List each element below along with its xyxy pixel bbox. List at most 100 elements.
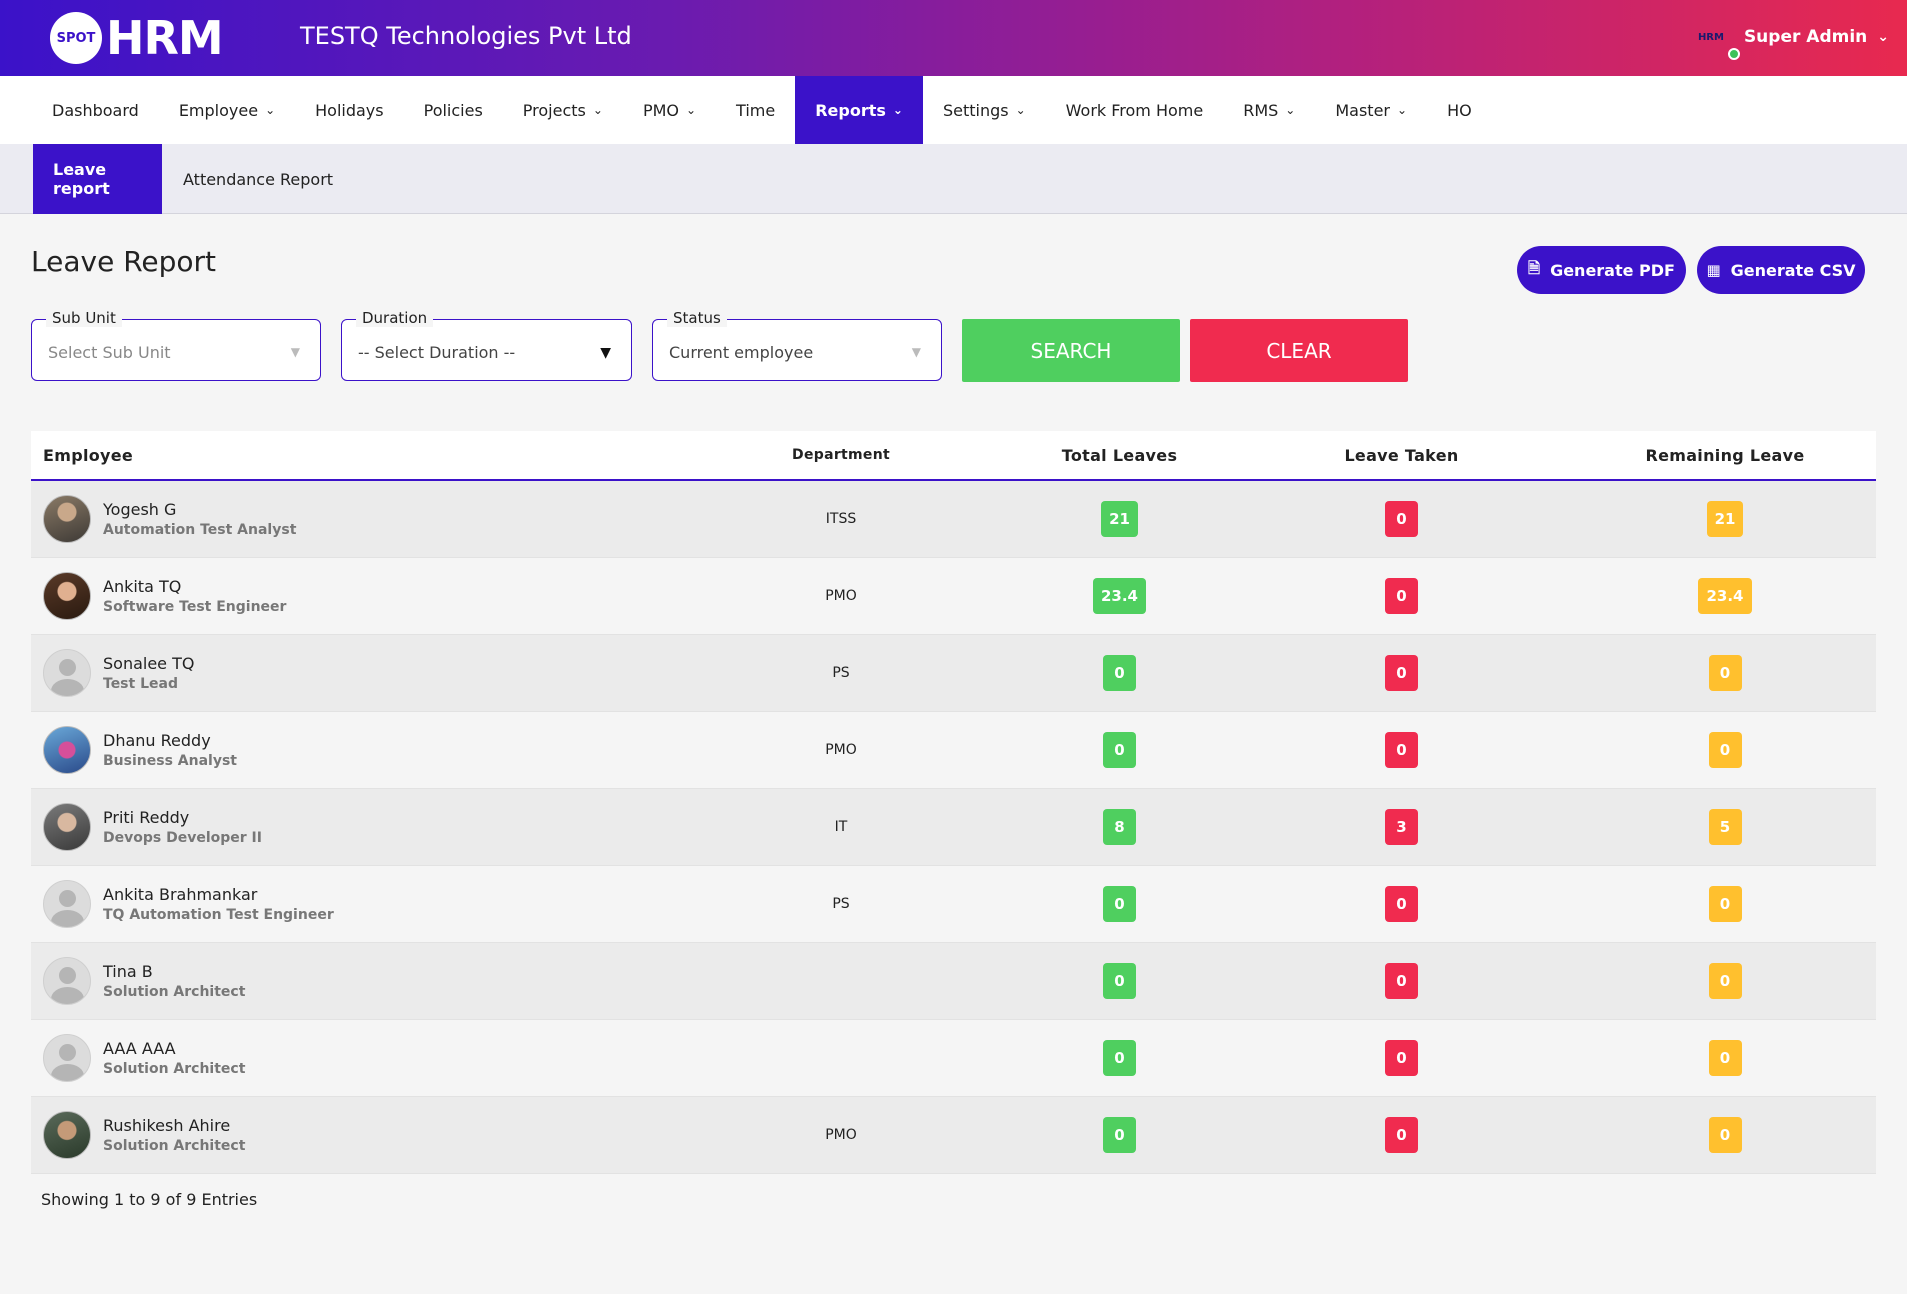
department-cell: PS [832,896,850,912]
department-cell: PMO [825,1127,857,1143]
search-button[interactable]: SEARCH [962,319,1180,382]
logo-badge: SPOT [50,12,102,64]
employee-name: Tina B [103,962,153,981]
nav-item-employee[interactable]: Employee ⌄ [159,76,295,144]
chevron-down-icon: ⌄ [1285,103,1296,117]
remaining-cell: 5 [1575,809,1875,845]
employee-role: TQ Automation Test Engineer [103,907,334,923]
generate-pdf-label: Generate PDF [1550,260,1675,280]
nav-item-rms[interactable]: RMS ⌄ [1223,76,1315,144]
status-value: Current employee [669,343,814,362]
nav-item-policies[interactable]: Policies [404,76,503,144]
table-row[interactable]: AAA AAA Solution Architect 0 0 0 [31,1020,1876,1097]
employee-name: Sonalee TQ [103,654,195,673]
user-name: Super Admin [1743,27,1868,47]
company-name: TESTQ Technologies Pvt Ltd [300,22,632,50]
leave-taken-badge: 0 [1385,578,1418,614]
employee-role: Solution Architect [103,984,246,1000]
nav-item-label: Time [736,100,776,120]
chevron-down-icon: ⌄ [892,103,903,117]
clear-button[interactable]: CLEAR [1190,319,1408,382]
remaining-leave-badge: 0 [1708,1117,1742,1153]
nav-item-ho[interactable]: HO [1427,76,1492,144]
pdf-icon: 🗎 [1528,258,1541,277]
leave-taken-badge: 0 [1385,1117,1418,1153]
employee-info: Sonalee TQ Test Lead [103,654,194,692]
department-cell: IT [834,819,848,835]
remaining-leave-badge: 21 [1706,501,1744,537]
remaining-cell: 0 [1575,732,1875,768]
top-header: SPOT HRM TESTQ Technologies Pvt Ltd HRM … [0,0,1907,76]
employee-cell: AAA AAA Solution Architect [31,1034,671,1082]
nav-item-label: PMO [642,100,679,120]
tab-attendance-report[interactable]: Attendance Report [183,169,334,189]
leave-taken-badge: 0 [1385,501,1418,537]
generate-pdf-button[interactable]: 🗎 Generate PDF [1517,246,1686,294]
avatar [43,726,91,774]
page-title: Leave Report [31,245,217,278]
nav-item-work-from-home[interactable]: Work From Home [1046,76,1224,144]
total-cell: 0 [1011,963,1228,999]
employee-role: Software Test Engineer [103,599,287,615]
remaining-cell: 0 [1575,1117,1875,1153]
nav-item-time[interactable]: Time [716,76,795,144]
status-select[interactable]: Status Current employee ▼ [652,309,942,381]
user-menu[interactable]: HRM Super Admin ⌄ [1698,26,1889,60]
total-cell: 0 [1011,1117,1228,1153]
remaining-leave-badge: 0 [1708,886,1742,922]
table-row[interactable]: Tina B Solution Architect 0 0 0 [31,943,1876,1020]
table-row[interactable]: Sonalee TQ Test Lead PS 0 0 0 [31,635,1876,712]
remaining-cell: 0 [1575,1040,1875,1076]
employee-info: Priti Reddy Devops Developer II [103,808,262,846]
total-cell: 8 [1011,809,1228,845]
leave-taken-badge: 0 [1385,732,1418,768]
col-total-leaves[interactable]: Total Leaves [1061,445,1178,465]
employee-name: Rushikesh Ahire [103,1116,231,1135]
employee-name: Ankita Brahmankar [103,885,258,904]
table-body: Yogesh G Automation Test Analyst ITSS 21 0 21… [31,481,1876,1174]
duration-select[interactable]: Duration -- Select Duration -- ▼ [341,309,632,381]
logo-text: HRM [106,11,224,65]
table-row[interactable]: Rushikesh Ahire Solution Architect PMO 0 0 0 [31,1097,1876,1174]
avatar [43,495,91,543]
table-row[interactable]: Ankita TQ Software Test Engineer PMO 23.4 0 2… [31,558,1876,635]
nav-item-reports[interactable]: Reports ⌄ [795,76,923,144]
leave-taken-badge: 3 [1385,809,1418,845]
total-leaves-badge: 0 [1103,655,1136,691]
employee-cell: Yogesh G Automation Test Analyst [31,495,671,543]
sub-unit-select[interactable]: Sub Unit Select Sub Unit ▼ [31,309,321,381]
col-employee[interactable]: Employee [43,445,134,465]
chevron-down-icon: ⌄ [265,103,276,117]
nav-item-dashboard[interactable]: Dashboard [32,76,159,144]
remaining-cell: 0 [1575,655,1875,691]
total-leaves-badge: 0 [1103,1040,1136,1076]
employee-info: Tina B Solution Architect [103,962,245,1000]
col-leave-taken[interactable]: Leave Taken [1344,445,1459,465]
table-row[interactable]: Dhanu Reddy Business Analyst PMO 0 0 0 [31,712,1876,789]
table-row[interactable]: Ankita Brahmankar TQ Automation Test Engi… [31,866,1876,943]
nav-item-master[interactable]: Master ⌄ [1315,76,1427,144]
col-remaining-leave[interactable]: Remaining Leave [1645,445,1805,465]
nav-item-holidays[interactable]: Holidays [295,76,403,144]
table-row[interactable]: Priti Reddy Devops Developer II IT 8 3 5 [31,789,1876,866]
nav-item-label: Dashboard [52,100,139,120]
employee-name: Dhanu Reddy [103,731,211,750]
app-logo[interactable]: SPOT HRM [50,11,224,65]
employee-role: Solution Architect [103,1061,246,1077]
nav-item-pmo[interactable]: PMO ⌄ [623,76,716,144]
table-row[interactable]: Yogesh G Automation Test Analyst ITSS 21 0 21 [31,481,1876,558]
tab-leave-report[interactable]: Leave report [33,144,162,214]
generate-csv-button[interactable]: ▦ Generate CSV [1697,246,1865,294]
nav-item-projects[interactable]: Projects ⌄ [503,76,623,144]
leave-taken-badge: 0 [1385,655,1418,691]
online-status-icon [1727,48,1740,60]
table-header: Employee Department Total Leaves Leave T… [31,431,1876,481]
sub-nav: Leave report Attendance Report [0,144,1907,214]
nav-item-label: Holidays [315,100,384,120]
remaining-leave-badge: 0 [1708,963,1742,999]
col-department[interactable]: Department [792,447,890,463]
user-avatar: HRM [1698,26,1740,60]
nav-item-settings[interactable]: Settings ⌄ [923,76,1046,144]
caret-down-icon: ▼ [911,345,921,359]
employee-cell: Priti Reddy Devops Developer II [31,803,671,851]
